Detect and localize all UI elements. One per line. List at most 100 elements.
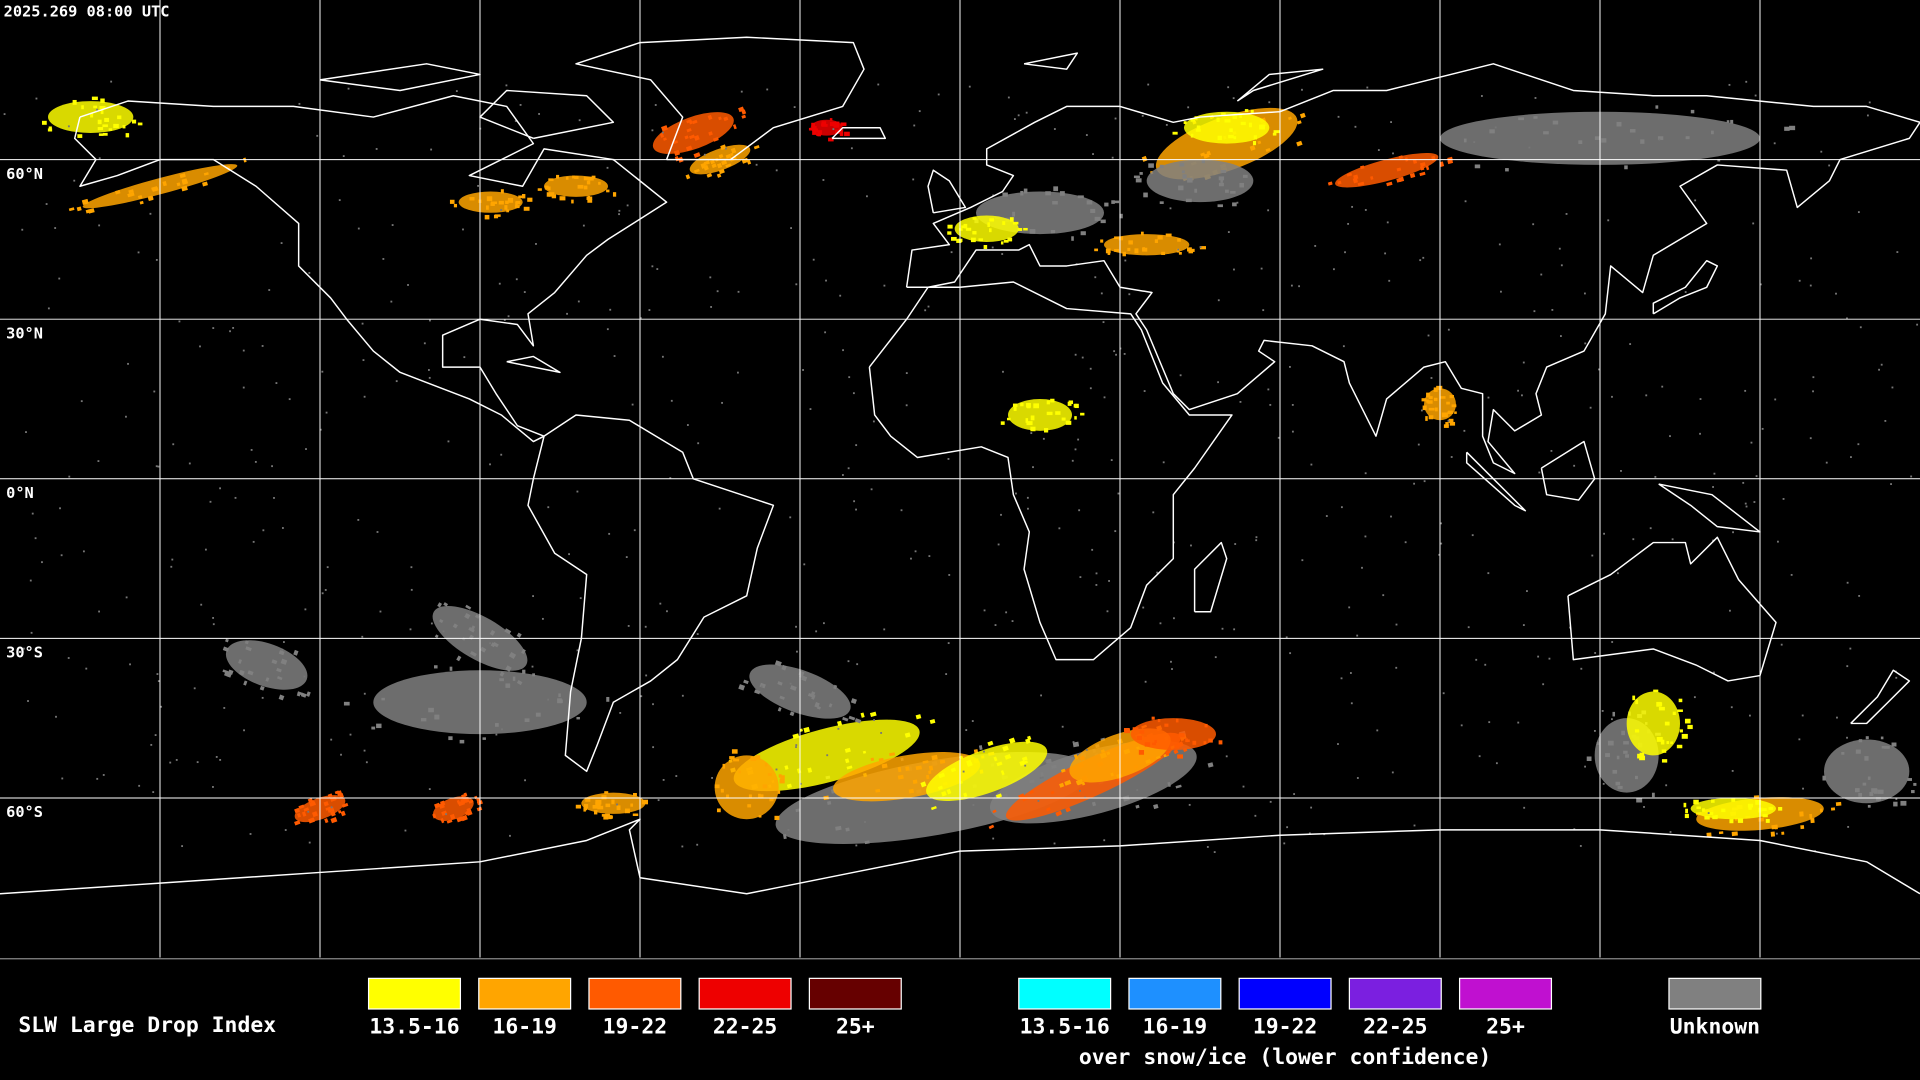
cloud-speck — [1350, 702, 1353, 705]
cloud-speck — [1771, 824, 1778, 830]
cloud-patch — [926, 741, 1048, 802]
cloud-speck — [340, 810, 346, 817]
cloud-speck — [572, 175, 575, 179]
cloud-speck — [1185, 198, 1192, 203]
cloud-speck — [1291, 430, 1294, 433]
cloud-speck — [1589, 406, 1592, 409]
cloud-speck — [548, 178, 554, 182]
cloud-speck — [349, 733, 352, 736]
cloud-speck — [1095, 572, 1098, 575]
cloud-speck — [789, 682, 792, 685]
cloud-speck — [608, 815, 612, 820]
cloud-speck — [1190, 544, 1192, 547]
cloud-speck — [1259, 124, 1265, 130]
cloud-speck — [821, 123, 824, 127]
cloud-speck — [928, 765, 934, 771]
cloud-speck — [1770, 831, 1776, 837]
cloud-speck — [1620, 469, 1622, 472]
cloud-speck — [336, 790, 343, 797]
cloud-speck — [1517, 389, 1519, 392]
cloud-speck — [1260, 267, 1263, 270]
cloud-speck — [1068, 400, 1074, 405]
cloud-speck — [1353, 174, 1359, 180]
cloud-speck — [829, 118, 833, 121]
cloud-speck — [1623, 741, 1629, 745]
cloud-speck — [1020, 402, 1024, 407]
cloud-speck — [718, 116, 722, 121]
cloud-speck — [648, 309, 651, 311]
cloud-speck — [1080, 231, 1086, 236]
cloud-speck — [1361, 566, 1363, 569]
cloud-speck — [824, 331, 827, 334]
cloud-speck — [579, 597, 582, 600]
cloud-speck — [1364, 209, 1367, 211]
cloud-speck — [828, 137, 834, 142]
cloud-speck — [55, 715, 57, 718]
cloud-speck — [830, 121, 836, 127]
cloud-speck — [833, 122, 838, 127]
cloud-speck — [1615, 781, 1621, 786]
cloud-speck — [1866, 114, 1869, 117]
cloud-speck — [98, 224, 101, 227]
cloud-speck — [1071, 459, 1074, 462]
legend-label: 22-25 — [1363, 1014, 1427, 1039]
cloud-speck — [464, 797, 470, 803]
cloud-speck — [108, 128, 113, 131]
cloud-speck — [897, 774, 904, 780]
cloud-speck — [547, 698, 550, 701]
cloud-speck — [1037, 800, 1040, 802]
cloud-speck — [681, 694, 684, 697]
cloud-speck — [1071, 236, 1074, 241]
cloud-speck — [1013, 407, 1017, 411]
cloud-speck — [1706, 832, 1712, 838]
cloud-speck — [242, 349, 245, 352]
cloud-speck — [1421, 398, 1427, 402]
cloud-speck — [632, 813, 639, 817]
cloud-patch — [1103, 234, 1190, 256]
cloud-speck — [1253, 135, 1257, 140]
cloud-speck — [1884, 420, 1887, 422]
cloud-speck — [505, 200, 509, 204]
cloud-speck — [556, 174, 560, 179]
cloud-speck — [129, 663, 131, 666]
cloud-speck — [1135, 178, 1142, 183]
cloud-speck — [278, 694, 285, 701]
cloud-speck — [639, 317, 642, 320]
cloud-speck — [1095, 584, 1098, 586]
cloud-speck — [474, 614, 480, 619]
cloud-speck — [618, 213, 620, 216]
cloud-speck — [965, 729, 968, 731]
cloud-speck — [1799, 811, 1804, 817]
cloud-speck — [514, 120, 517, 122]
cloud-speck — [61, 777, 64, 780]
cloud-speck — [193, 687, 196, 690]
cloud-speck — [1396, 167, 1402, 172]
cloud-speck — [1439, 161, 1445, 167]
cloud-speck — [1398, 176, 1405, 183]
legend-label: 19-22 — [1253, 1014, 1317, 1039]
cloud-speck — [1752, 222, 1755, 225]
cloud-speck — [1789, 125, 1796, 131]
legend-label: Unknown — [1670, 1014, 1760, 1039]
cloud-speck — [613, 355, 616, 357]
cloud-speck — [247, 670, 254, 676]
cloud-speck — [316, 134, 319, 137]
cloud-speck — [950, 251, 953, 254]
cloud-speck — [1177, 754, 1184, 759]
cloud-speck — [98, 133, 104, 136]
cloud-speck — [452, 623, 458, 629]
cloud-speck — [922, 760, 929, 764]
cloud-speck — [1711, 799, 1715, 803]
cloud-speck — [1200, 152, 1206, 157]
cloud-speck — [741, 114, 747, 119]
cloud-speck — [754, 689, 761, 695]
cloud-speck — [298, 804, 305, 810]
cloud-speck — [252, 540, 255, 543]
cloud-speck — [1265, 147, 1271, 153]
cloud-speck — [1220, 179, 1223, 183]
cloud-speck — [1639, 755, 1646, 761]
cloud-speck — [1254, 814, 1257, 817]
cloud-speck — [1858, 594, 1861, 597]
cloud-speck — [68, 207, 75, 212]
cloud-speck — [1871, 788, 1878, 793]
